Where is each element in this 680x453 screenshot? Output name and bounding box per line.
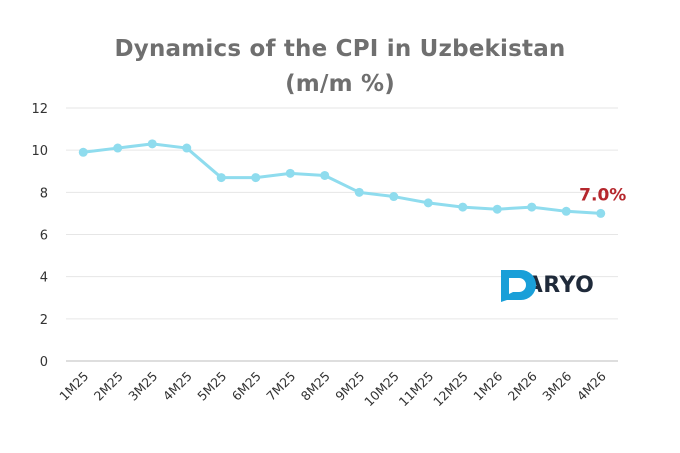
y-tick-label: 10 (31, 144, 48, 159)
x-tick-label: 4M25 (160, 369, 195, 404)
x-tick-label: 3M25 (125, 369, 160, 404)
y-tick-label: 6 (40, 229, 48, 244)
y-tick-label: 4 (40, 271, 48, 286)
x-axis: 1M25 2M25 3M25 4M25 5M25 6M25 7M25 8M25 9M2510M2… (56, 368, 609, 409)
x-tick-label: 1M26 (470, 368, 505, 403)
data-point (561, 206, 571, 216)
x-tick-label: 2M26 (505, 368, 540, 403)
data-point (354, 187, 364, 197)
y-tick-label: 2 (40, 313, 48, 328)
data-point (147, 139, 157, 149)
data-point (389, 192, 399, 202)
x-tick-label: 4M26 (574, 368, 609, 403)
data-point (596, 208, 606, 218)
last-value-label: 7.0% (579, 185, 626, 205)
y-axis: 0 2 4 6 8 10 12 (31, 102, 48, 370)
data-point (182, 143, 192, 153)
x-tick-label: 7M25 (263, 369, 298, 404)
x-tick-label: 8M25 (298, 369, 333, 404)
x-tick-label: 5M25 (194, 369, 229, 404)
data-point (216, 173, 226, 183)
x-tick-label: 6M25 (229, 369, 264, 404)
data-point (458, 202, 468, 212)
x-tick-label: 1M25 (56, 369, 91, 404)
data-point (251, 173, 261, 183)
series-cpi (78, 139, 606, 218)
chart-subtitle: (m/m %) (285, 71, 395, 97)
x-tick-label: 2M25 (91, 369, 126, 404)
y-tick-label: 8 (40, 186, 48, 201)
data-point (527, 202, 537, 212)
data-point (113, 143, 123, 153)
x-tick-label: 11M25 (396, 369, 437, 410)
y-tick-label: 12 (31, 102, 48, 117)
x-tick-label: 12M25 (430, 369, 471, 410)
x-tick-label: 3M26 (539, 368, 574, 403)
data-point (78, 147, 88, 157)
data-point (492, 204, 502, 214)
y-tick-label: 0 (40, 355, 48, 370)
data-point (320, 170, 330, 180)
daryo-logo: DARYO (499, 268, 594, 302)
data-point (285, 168, 295, 178)
daryo-logo-icon (501, 270, 536, 302)
series-line (83, 142, 601, 215)
data-point (423, 198, 433, 208)
chart-title: Dynamics of the CPI in Uzbekistan (114, 36, 566, 62)
x-tick-label: 10M25 (361, 369, 402, 410)
annotations: 7.0% (579, 185, 626, 205)
